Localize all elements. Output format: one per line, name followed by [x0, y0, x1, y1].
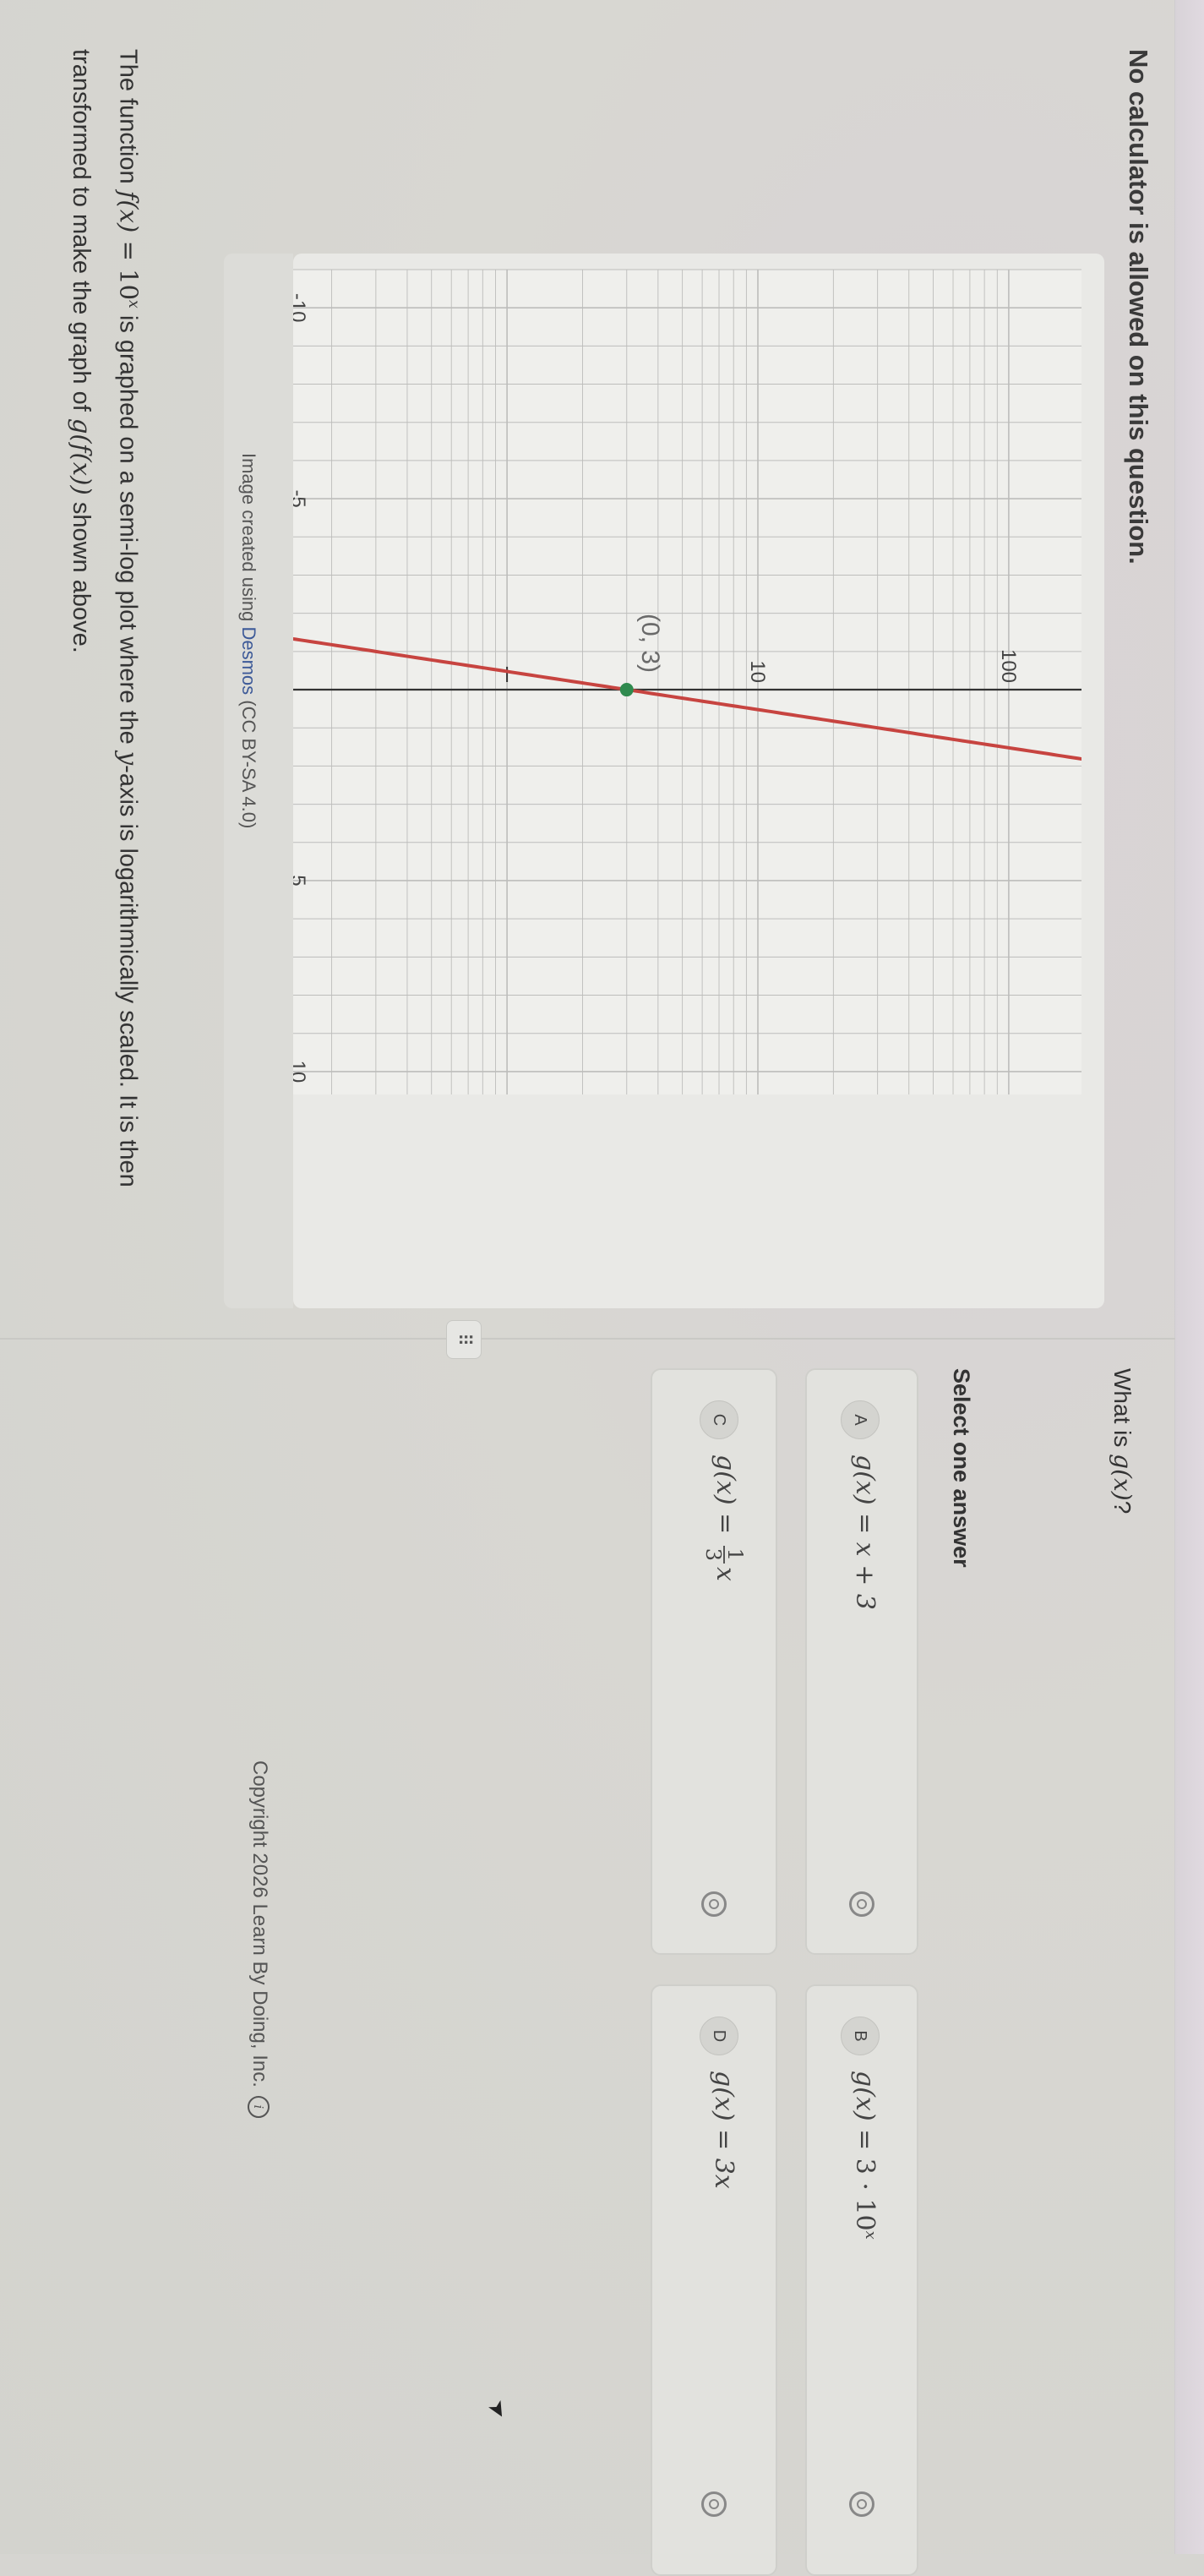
- option-letter-badge: B: [841, 2017, 880, 2055]
- rhs: x + 3: [850, 1542, 880, 1610]
- question-math: g(x): [1109, 1454, 1136, 1501]
- math-gf: g(f(x)): [68, 418, 97, 495]
- eq: =: [709, 2120, 738, 2158]
- desmos-link[interactable]: Desmos: [238, 626, 259, 696]
- eq: =: [850, 1504, 880, 1542]
- caption-prefix: Image created using: [238, 453, 259, 627]
- lhs: g(x): [709, 2071, 738, 2121]
- numerator: 1: [723, 1545, 747, 1564]
- point-label: (0, 3): [636, 614, 664, 673]
- math-base: 10: [114, 269, 144, 301]
- math-exp: x: [125, 300, 142, 308]
- screen-top-edge: [1174, 0, 1204, 2554]
- x-tick-label: -5: [293, 489, 309, 507]
- eliminate-option-icon[interactable]: [849, 2491, 874, 2517]
- math-y: y: [114, 750, 144, 766]
- eliminate-option-icon[interactable]: [701, 1891, 727, 1917]
- caption-suffix: (CC BY-SA 4.0): [238, 695, 259, 829]
- eliminate-option-icon[interactable]: [701, 2491, 727, 2517]
- option-expression: g(x) = 3x: [709, 2071, 738, 2189]
- mouse-cursor-icon: ➤: [482, 2394, 515, 2424]
- prompt-text: The function: [114, 49, 142, 191]
- lhs: g(x): [711, 1454, 741, 1505]
- option-expression: g(x) = x + 3: [850, 1454, 880, 1610]
- point-0-3: [619, 683, 634, 697]
- prompt-text: shown above.: [68, 494, 95, 653]
- denominator: 3: [701, 1547, 725, 1562]
- prompt-text: is graphed on a semi-log plot where the: [114, 308, 142, 751]
- option-letter-badge: C: [700, 1400, 738, 1439]
- no-calculator-notice: No calculator is allowed on this questio…: [1124, 49, 1153, 565]
- select-one-label: Select one answer: [949, 1368, 974, 1568]
- pane-divider: [0, 1338, 1175, 1340]
- exponent: x: [862, 2230, 880, 2240]
- plot-area: [293, 270, 1081, 1094]
- math-eq: =: [114, 232, 144, 270]
- rhs: 3 · 10: [850, 2158, 880, 2231]
- x-tick-label: 10: [293, 1061, 309, 1083]
- rhs: x: [711, 1567, 741, 1581]
- rhs: 3x: [709, 2158, 738, 2189]
- eliminate-option-icon[interactable]: [849, 1891, 874, 1917]
- question-suffix: ?: [1109, 1500, 1136, 1514]
- y-tick-label: 100: [997, 649, 1020, 683]
- curve-g-of-f: [293, 626, 1081, 767]
- semi-log-chart: -10 -5 5 10 10 100 (0, 3): [293, 269, 1081, 1094]
- option-letter-badge: A: [841, 1400, 880, 1439]
- resize-handle[interactable]: ⠿: [446, 1320, 482, 1359]
- lhs: g(x): [850, 2071, 880, 2121]
- image-credit: Image created using Desmos (CC BY-SA 4.0…: [237, 453, 259, 828]
- option-expression: g(x) = 3 · 10x: [850, 2071, 880, 2240]
- graph-panel: -10 -5 5 10 10 100 (0, 3): [293, 254, 1104, 1308]
- x-tick-label: -10: [293, 293, 309, 323]
- lhs: g(x): [850, 1454, 880, 1505]
- x-tick-label: 5: [293, 875, 309, 886]
- option-a[interactable]: A g(x) = x + 3: [805, 1368, 918, 1955]
- question-text: What is g(x)?: [1109, 1368, 1136, 1514]
- math-f: f(x): [114, 190, 144, 233]
- question-prefix: What is: [1109, 1368, 1136, 1454]
- info-icon[interactable]: i: [248, 2095, 270, 2118]
- option-letter-badge: D: [700, 2017, 738, 2055]
- copyright-text: Copyright 2026 Learn By Doing, Inc.: [248, 1760, 271, 2088]
- option-d[interactable]: D g(x) = 3x: [651, 1984, 777, 2576]
- problem-statement: The function f(x) = 10x is graphed on a …: [58, 49, 156, 1317]
- eq: =: [711, 1504, 741, 1542]
- y-tick-label: 10: [746, 660, 769, 683]
- option-b[interactable]: B g(x) = 3 · 10x: [805, 1984, 918, 2576]
- copyright-footer: Copyright 2026 Learn By Doing, Inc. i: [248, 1760, 271, 2118]
- eq: =: [850, 2120, 880, 2158]
